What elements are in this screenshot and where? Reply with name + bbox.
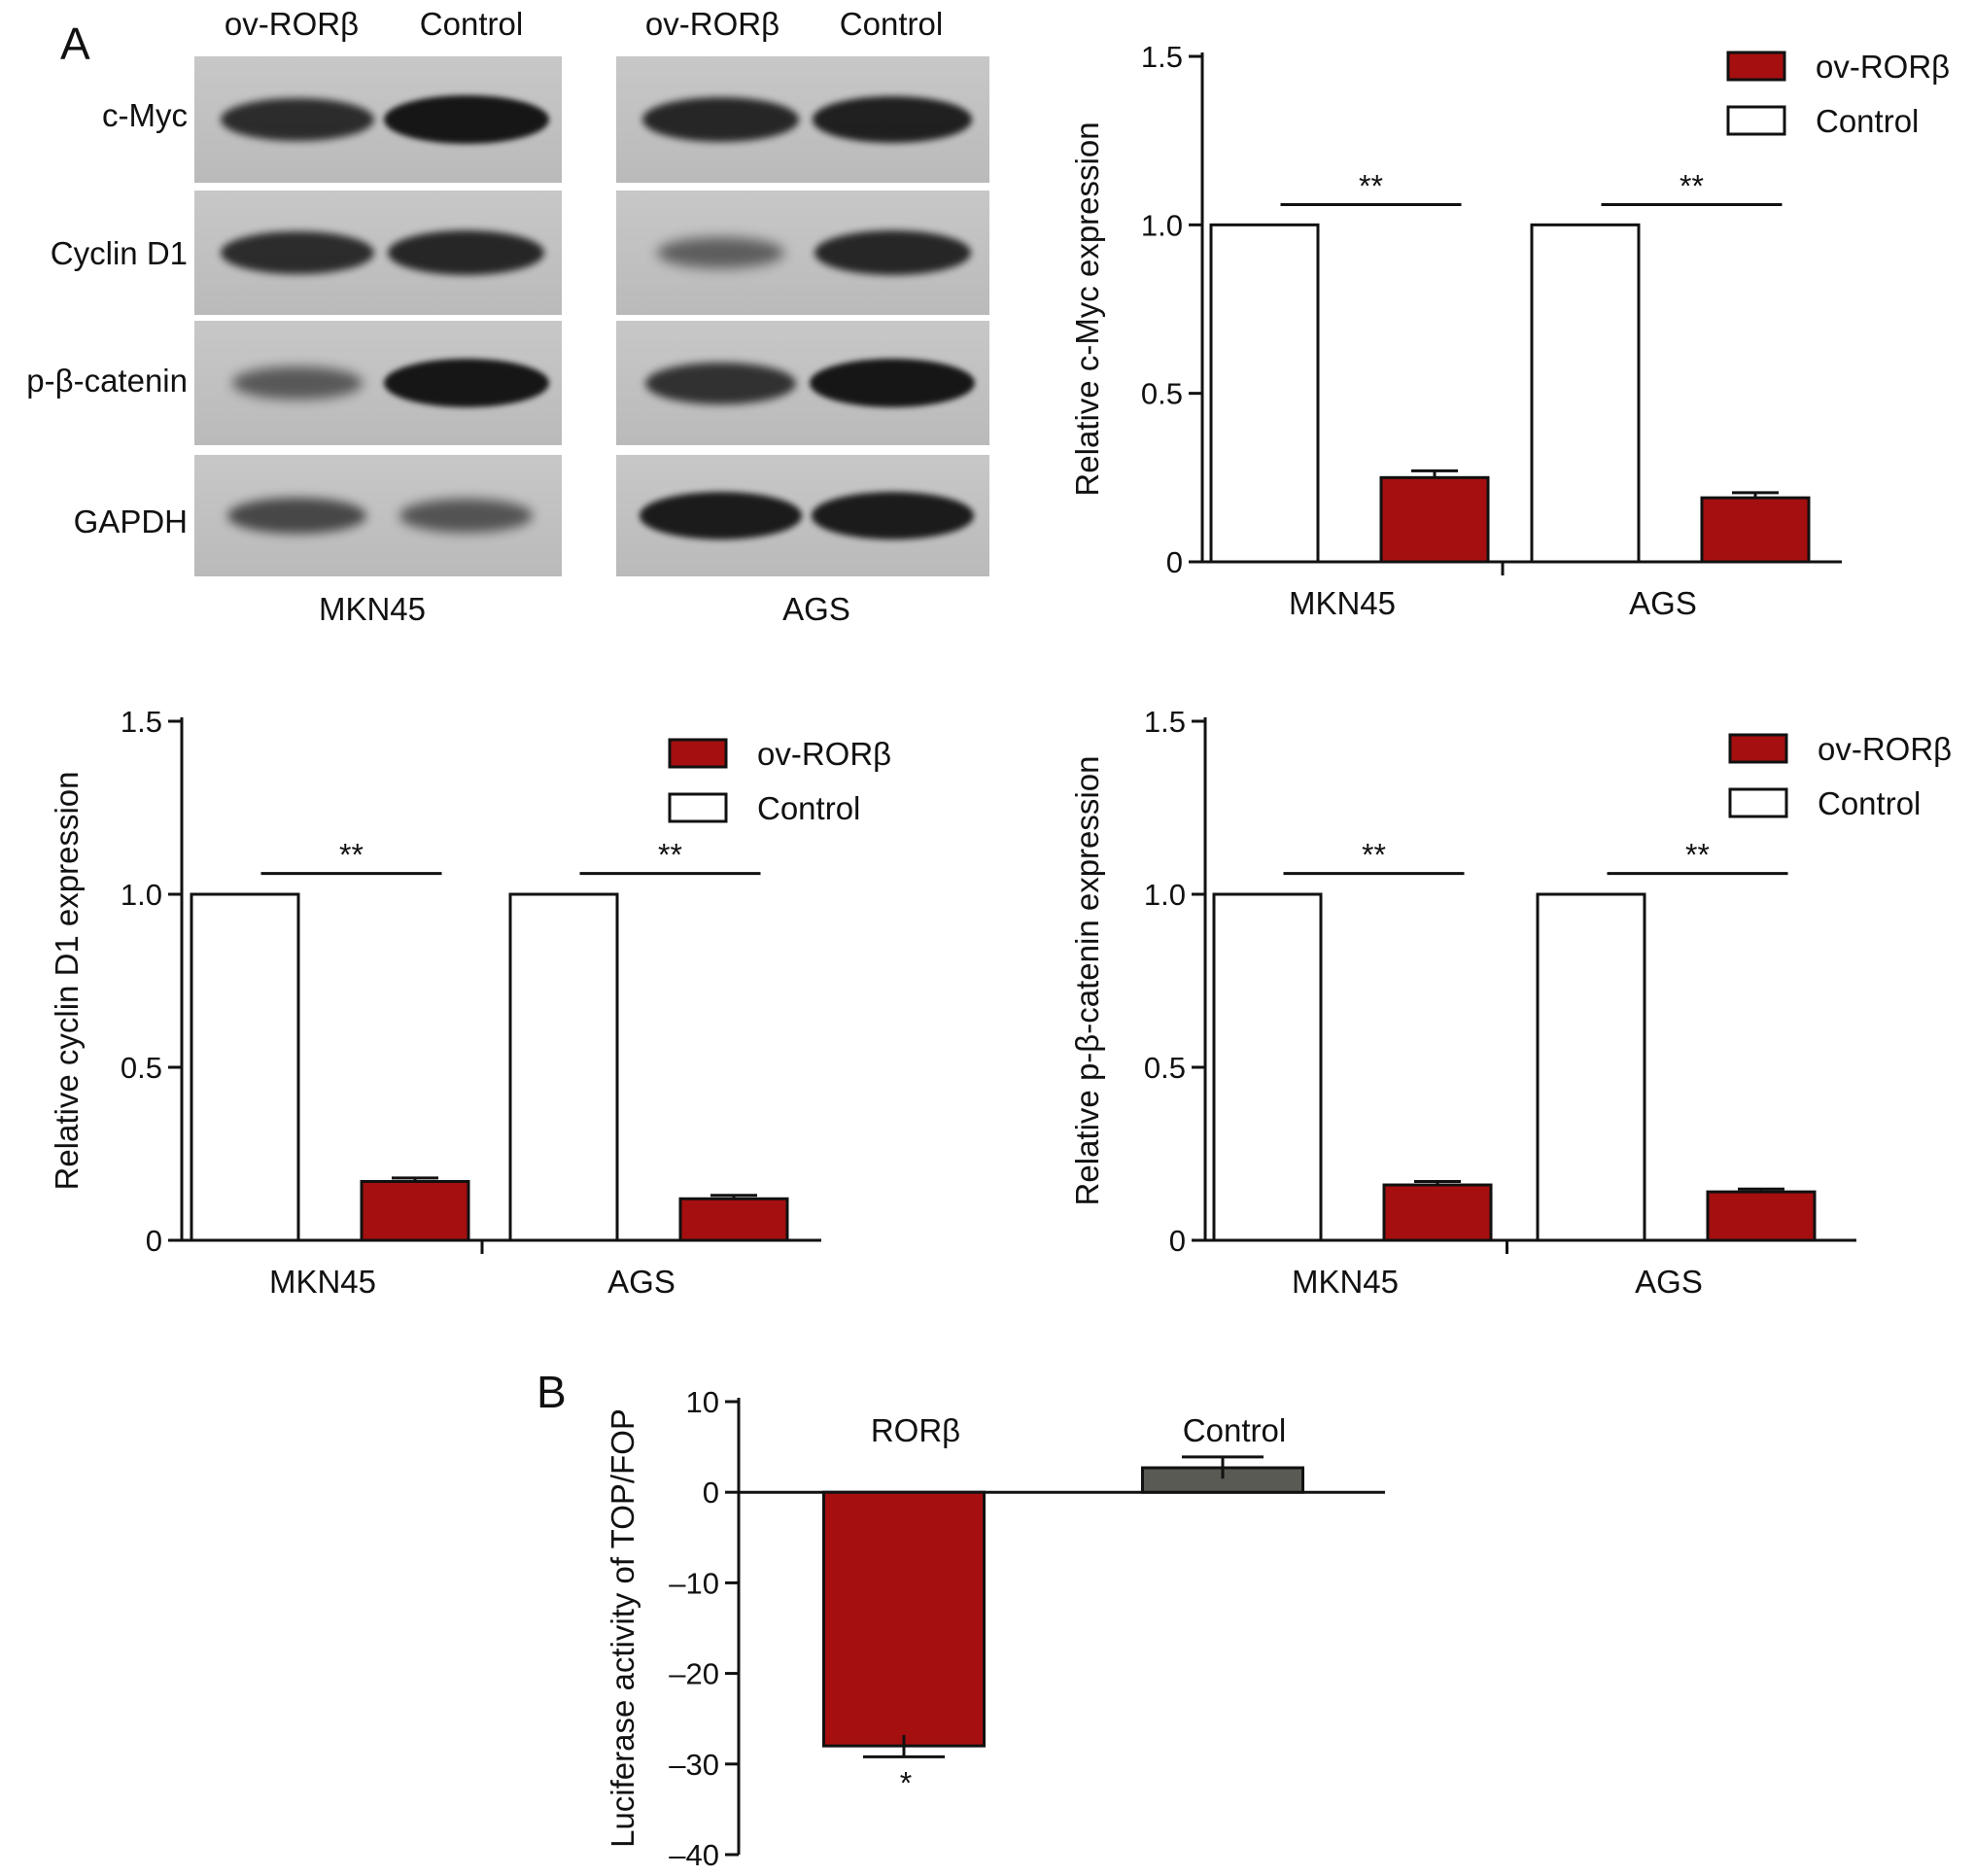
panel-letter-b: B [537, 1367, 567, 1417]
chart3-legend-label-ov-rorb: ov-RORβ [1818, 731, 1952, 767]
lane-label-control-ags: Control [839, 6, 944, 42]
chart2-bar-ov-rorb [678, 1197, 789, 1242]
chart3-y-axis-label: Relative p-β-catenin expression [1069, 756, 1105, 1206]
chart1-legend-swatch-ov-rorb [1726, 51, 1786, 82]
chart2-legend-swatch-ov-rorb [668, 738, 728, 769]
protein-label-c-myc: c-Myc [102, 97, 188, 133]
chart3-bar-control [1536, 892, 1646, 1242]
protein-label-cyclin-d1: Cyclin D1 [50, 235, 188, 271]
band-c-myc-ags-lane-1 [642, 97, 800, 142]
lane-label-ov-rorb-ags: ov-RORβ [644, 6, 780, 42]
chart1-bar-ov-rorb [1379, 475, 1490, 564]
chart1-legend-label-ov-rorb: ov-RORβ [1816, 49, 1950, 85]
band-gapdh-mkn45-lane-1 [227, 497, 367, 535]
chart3-significance-stars: ** [1362, 838, 1386, 873]
chart1-category-label: AGS [1629, 585, 1697, 621]
chart4-category-label: Control [1183, 1412, 1286, 1448]
band-gapdh-ags-lane-2 [811, 492, 974, 539]
chart4-category-label: RORβ [871, 1412, 960, 1448]
blot-cell-line-mkn45: MKN45 [318, 591, 427, 627]
chart3-legend-label-control: Control [1818, 785, 1921, 821]
chart4-y-tick-label: –30 [669, 1748, 719, 1782]
chart2-y-tick-label: 0.5 [121, 1051, 162, 1085]
chart3-y-tick-label: 0 [1169, 1224, 1186, 1258]
chart3-y-tick-label: 1.5 [1144, 705, 1186, 739]
band-cyclin-d1-mkn45-lane-1 [220, 230, 374, 275]
band-p-beta-catenin-mkn45-lane-2 [383, 359, 549, 407]
chart3-significance-stars: ** [1685, 838, 1710, 873]
band-cyclin-d1-mkn45-lane-2 [388, 230, 545, 275]
chart4-y-tick-label: –20 [669, 1657, 719, 1691]
chart4-y-tick-label: 10 [686, 1385, 719, 1419]
chart4-y-tick-label: 0 [703, 1476, 719, 1510]
chart1-bar-ov-rorb [1700, 496, 1811, 564]
chart1-significance-stars: ** [1680, 169, 1704, 204]
chart3-y-tick-label: 1.0 [1144, 878, 1186, 912]
band-c-myc-mkn45-lane-1 [220, 97, 374, 142]
protein-label-gapdh: GAPDH [73, 504, 188, 539]
band-p-beta-catenin-ags-lane-2 [810, 359, 976, 407]
chart1-bar-control [1209, 223, 1320, 564]
chart1-legend-label-control: Control [1816, 103, 1919, 139]
chart3-category-label: MKN45 [1292, 1264, 1399, 1300]
chart2-y-tick-label: 0 [146, 1224, 162, 1258]
chart2-y-tick-label: 1.5 [121, 705, 162, 739]
chart1-bar-control [1530, 223, 1641, 564]
chart1-y-tick-label: 0.5 [1141, 377, 1183, 411]
chart4-bar-rorb [822, 1490, 986, 1748]
chart1-y-tick-label: 0 [1166, 545, 1183, 579]
blot-cell-line-ags: AGS [782, 591, 850, 627]
chart2-significance-stars: ** [658, 838, 682, 873]
protein-label-p-beta-catenin: p-β-catenin [26, 363, 188, 399]
chart1-category-label: MKN45 [1289, 585, 1396, 621]
chart2-y-axis-label: Relative cyclin D1 expression [49, 771, 85, 1190]
chart4-y-axis-label: Luciferase activity of TOP/FOP [605, 1408, 641, 1848]
chart4-y-tick-label: –10 [669, 1566, 719, 1600]
chart2-legend-label-control: Control [757, 790, 860, 826]
chart2-legend-label-ov-rorb: ov-RORβ [757, 736, 891, 772]
band-c-myc-ags-lane-2 [813, 96, 973, 143]
band-p-beta-catenin-ags-lane-1 [645, 362, 797, 404]
lane-label-control-mkn45: Control [419, 6, 524, 42]
band-cyclin-d1-ags-lane-1 [657, 237, 785, 268]
chart2-category-label: MKN45 [269, 1264, 376, 1300]
chart3-bar-ov-rorb [1382, 1183, 1493, 1242]
band-c-myc-mkn45-lane-2 [383, 95, 549, 144]
band-gapdh-mkn45-lane-2 [399, 499, 534, 533]
chart4-significance-star: * [900, 1765, 912, 1800]
panel-letter-a: A [60, 18, 90, 69]
chart2-bar-ov-rorb [360, 1179, 470, 1242]
chart2-significance-stars: ** [339, 838, 364, 873]
chart3-bar-control [1212, 892, 1323, 1242]
band-cyclin-d1-ags-lane-2 [814, 230, 971, 275]
chart3-bar-ov-rorb [1706, 1190, 1817, 1242]
chart2-bar-control [508, 892, 619, 1242]
chart2-y-tick-label: 1.0 [121, 878, 162, 912]
chart1-y-tick-label: 1.5 [1141, 40, 1183, 74]
chart1-y-tick-label: 1.0 [1141, 208, 1183, 242]
chart3-category-label: AGS [1635, 1264, 1703, 1300]
band-gapdh-ags-lane-1 [640, 492, 803, 539]
band-p-beta-catenin-mkn45-lane-1 [231, 366, 363, 400]
chart3-legend-swatch-control [1728, 787, 1788, 818]
chart2-legend-swatch-control [668, 792, 728, 823]
chart1-y-axis-label: Relative c-Myc expression [1069, 122, 1105, 496]
chart3-legend-swatch-ov-rorb [1728, 733, 1788, 764]
chart4-y-tick-label: –40 [669, 1838, 719, 1872]
chart2-category-label: AGS [607, 1264, 675, 1300]
lane-label-ov-rorb-mkn45: ov-RORβ [224, 6, 360, 42]
chart2-bar-control [190, 892, 300, 1242]
chart3-y-tick-label: 0.5 [1144, 1051, 1186, 1085]
chart1-significance-stars: ** [1359, 169, 1383, 204]
chart1-legend-swatch-control [1726, 105, 1786, 136]
